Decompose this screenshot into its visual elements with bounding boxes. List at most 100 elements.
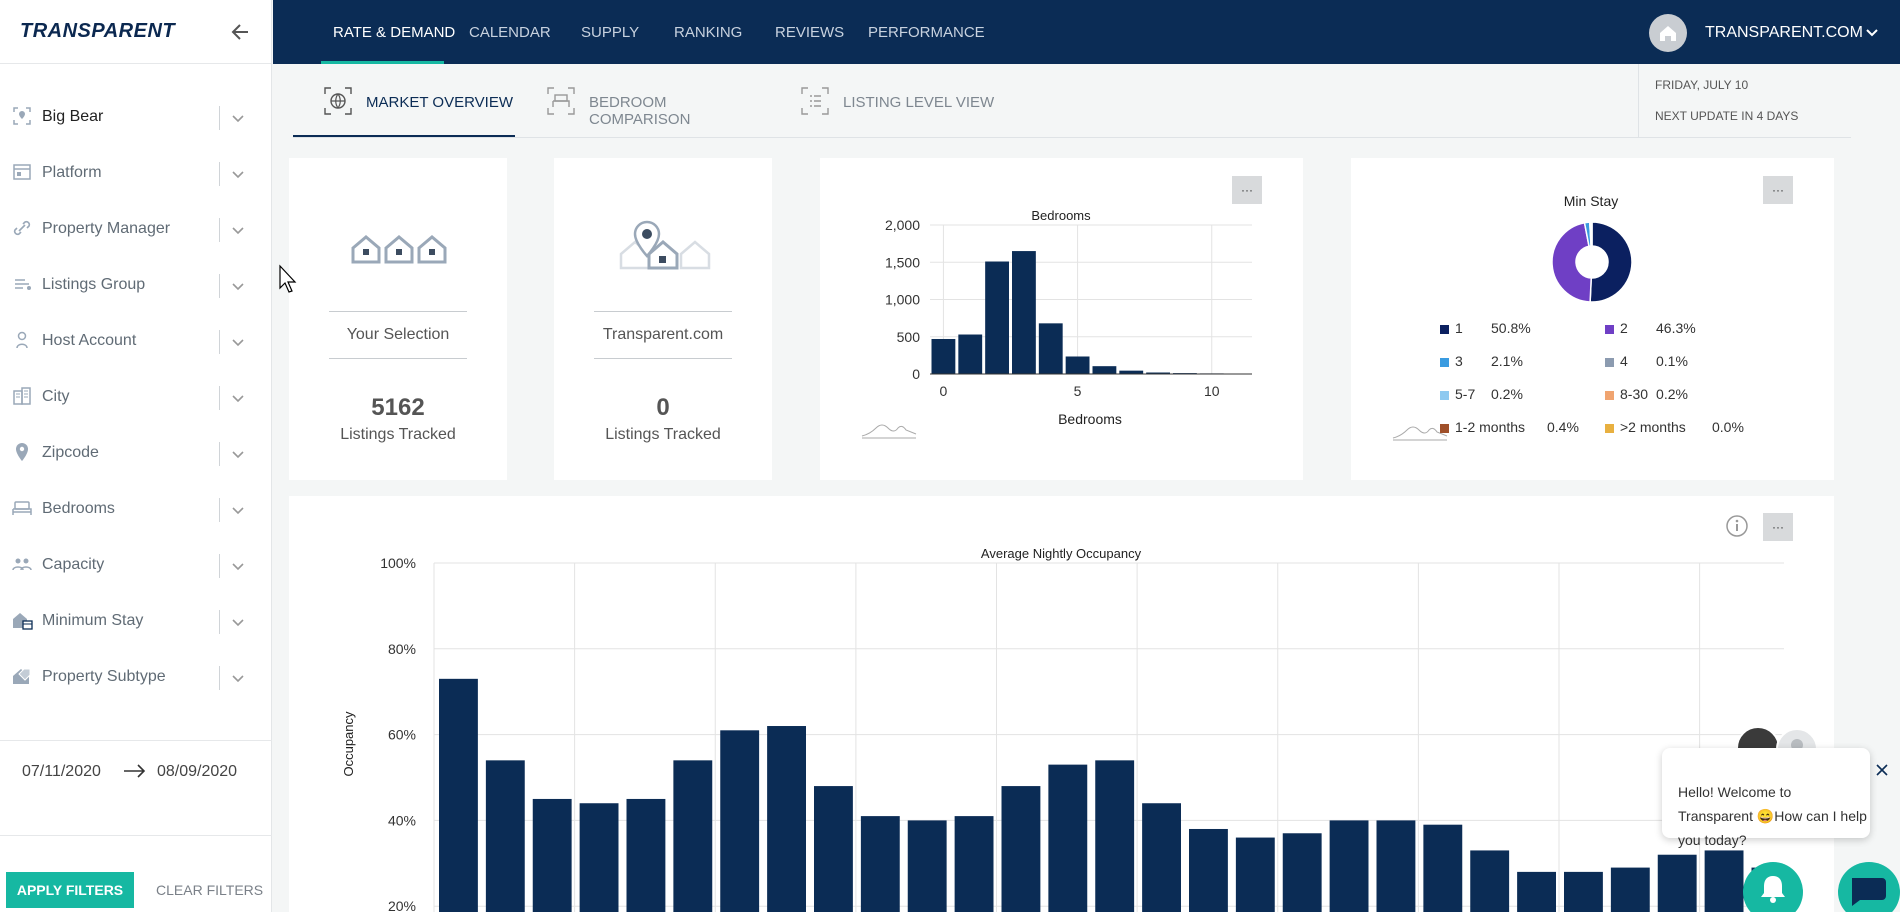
bar [485,760,525,912]
arrow-left-icon[interactable] [228,20,254,44]
filter-host-account[interactable]: Host Account [0,320,272,376]
legend-name: 8-30 [1620,386,1649,402]
filter-property-manager[interactable]: Property Manager [0,208,272,264]
legend-item[interactable]: 1 50.8% [1440,320,1531,336]
more-options-button[interactable]: ··· [1763,176,1793,204]
logo-row: TRANSPARENT [0,0,271,64]
y-tick-label: 1,000 [885,292,920,308]
chevron-down-icon[interactable] [230,446,246,462]
more-options-button[interactable]: ··· [1232,176,1262,204]
close-icon[interactable] [1874,762,1890,778]
chat-launcher-button[interactable] [1838,862,1900,912]
bar [1065,356,1090,374]
bar [532,798,572,912]
bar [860,816,900,912]
filter-separator [219,498,220,522]
legend-name: 3 [1455,353,1463,369]
filter-listings-group[interactable]: Listings Group [0,264,272,320]
nav-performance[interactable]: PERFORMANCE [868,24,985,41]
bar [1048,764,1088,912]
legend-swatch [1440,324,1449,334]
pie-slice [1590,221,1593,247]
legend-swatch [1605,423,1614,433]
info-icon[interactable] [1725,514,1749,538]
legend-name: 1 [1455,320,1463,336]
chevron-down-icon[interactable] [230,670,246,686]
nav-ranking[interactable]: RANKING [674,24,743,41]
chevron-down-icon[interactable] [1865,26,1879,40]
chevron-down-icon[interactable] [230,278,246,294]
chevron-down-icon[interactable] [230,166,246,182]
bar [439,678,478,912]
subtab-listing-level-view[interactable]: LISTING LEVEL VIEW [800,80,1000,136]
bar [1012,251,1036,374]
chevron-down-icon[interactable] [230,110,246,126]
list-icon [15,279,31,290]
bar [1189,828,1228,912]
y-tick-label: 100% [380,555,416,571]
bar [907,820,947,912]
clear-filters-button[interactable]: CLEAR FILTERS [156,882,264,898]
chevron-down-icon[interactable] [230,614,246,630]
nav-rate-demand[interactable]: RATE & DEMAND [333,24,456,41]
chevron-down-icon[interactable] [230,222,246,238]
chevron-down-icon[interactable] [230,390,246,406]
map-pin-icon [16,443,28,461]
chevron-down-icon[interactable] [230,558,246,574]
more-options-button[interactable]: ··· [1763,513,1793,541]
legend-item[interactable]: 5-7 0.2% [1440,386,1523,402]
filter-zipcode[interactable]: Zipcode [0,432,272,488]
notification-button[interactable] [1743,862,1803,912]
filter-label: Platform [42,164,102,181]
bar [579,803,619,912]
chevron-down-icon[interactable] [230,334,246,350]
bar [931,338,956,374]
x-axis-label: Bedrooms [1058,411,1122,427]
date-range[interactable]: 07/11/2020 08/09/2020 [0,740,272,836]
bar [673,760,713,912]
filter-bedrooms[interactable]: Bedrooms [0,488,272,544]
bar [1095,760,1135,912]
legend-item[interactable]: 1-2 months 0.4% [1440,419,1579,435]
filter-property-subtype[interactable]: Property Subtype [0,656,272,712]
legend-item[interactable]: 4 0.1% [1605,353,1688,369]
account-avatar[interactable] [1649,14,1687,52]
filter-platform[interactable]: Platform [0,152,272,208]
nav-calendar[interactable]: CALENDAR [469,24,551,41]
legend-item[interactable]: 3 2.1% [1440,353,1523,369]
date-to[interactable]: 08/09/2020 [157,763,238,780]
legend-value: 0.0% [1712,419,1744,435]
nav-supply[interactable]: SUPPLY [581,24,640,41]
chevron-down-icon[interactable] [230,502,246,518]
legend-value: 2.1% [1491,353,1523,369]
filter-minimum-stay[interactable]: Minimum Stay [0,600,272,656]
bar [1610,867,1650,912]
divider [594,311,732,312]
bar [1146,372,1170,374]
chart-title: Average Nightly Occupancy [981,546,1142,561]
filter-big-bear[interactable]: Big Bear [0,96,272,152]
filter-capacity[interactable]: Capacity [0,544,272,600]
nav-reviews[interactable]: REVIEWS [775,24,845,41]
browser-icon [13,164,31,180]
legend-item[interactable]: 2 46.3% [1605,320,1696,336]
subtab-market-overview[interactable]: MARKET OVERVIEW [323,80,523,136]
filter-city[interactable]: City [0,376,272,432]
filter-list: Big Bear Platform Property Manager Listi… [0,96,272,712]
filter-label: Capacity [42,556,105,573]
legend-item[interactable]: >2 months 0.0% [1605,419,1744,435]
bed-icon [547,87,575,115]
subtab-bedroom-comparison[interactable]: BEDROOM COMPARISON [546,80,746,136]
min-stay-card: ··· Min Stay 1 50.8% 2 46.3% 3 2.1% 4 0.1% 5-7 0.… [1351,158,1834,480]
date-from[interactable]: 07/11/2020 [22,763,101,780]
account-name[interactable]: TRANSPARENT.COM [1705,24,1863,41]
apply-filters-button[interactable]: APPLY FILTERS [6,872,134,908]
legend-swatch [1440,390,1449,400]
next-update: NEXT UPDATE IN 4 DAYS [1655,109,1799,123]
chat-bubble[interactable]: Hello! Welcome to Transparent 😄How can I… [1662,748,1888,848]
filter-separator [219,218,220,242]
filter-label: Minimum Stay [42,612,144,629]
kpi-sublabel: Listings Tracked [340,426,456,443]
legend-item[interactable]: 8-30 0.2% [1605,386,1688,402]
filter-label: Host Account [42,332,137,349]
